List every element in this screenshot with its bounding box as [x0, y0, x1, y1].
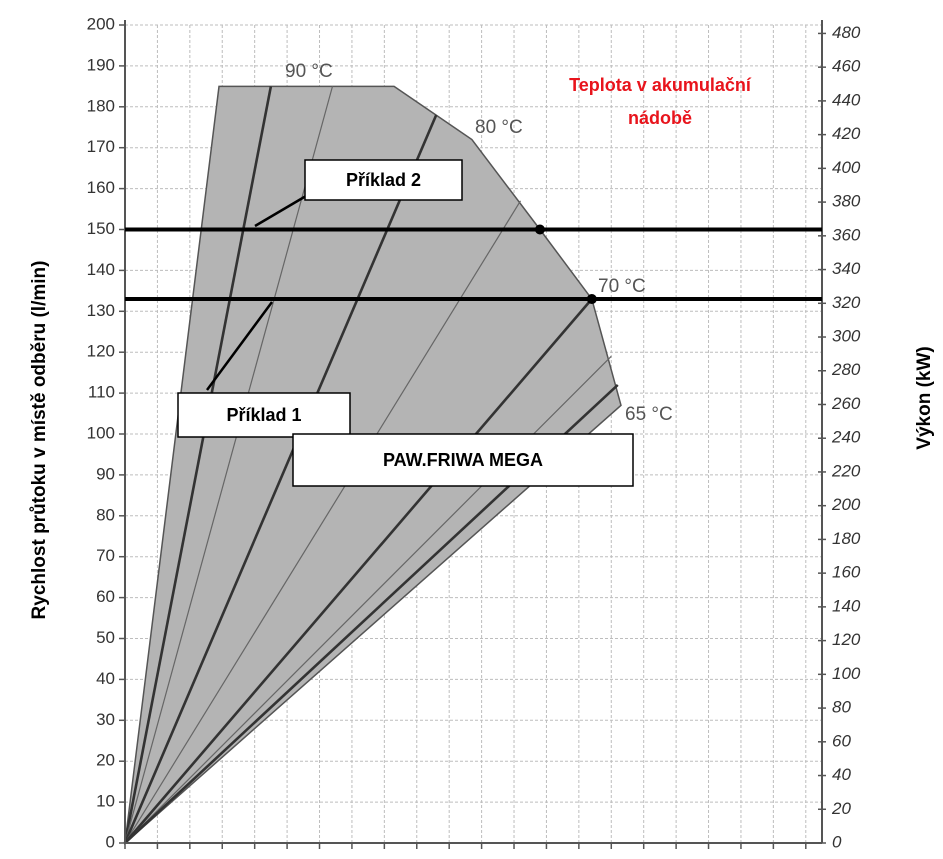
y2-tick-label: 220 — [831, 461, 861, 480]
y-tick-label: 20 — [96, 751, 115, 770]
temperature-label: 70 °C — [598, 276, 646, 297]
y2-tick-label: 420 — [832, 124, 861, 143]
y2-tick-label: 340 — [832, 259, 861, 278]
y2-tick-label: 180 — [832, 529, 861, 548]
y2-tick-label: 460 — [832, 57, 861, 76]
y-tick-label: 70 — [96, 546, 115, 565]
y-tick-label: 140 — [87, 260, 115, 279]
leader-line — [254, 194, 307, 228]
temperature-line — [124, 86, 334, 844]
product-box — [292, 433, 634, 487]
y-tick-label: 100 — [87, 423, 115, 442]
y-axis-label: Rychlost průtoku v místě odběru (l/min) — [29, 261, 50, 620]
temperature-label: 65 °C — [625, 404, 673, 425]
temperature-label: 80 °C — [475, 117, 523, 138]
intersection-point — [534, 224, 545, 235]
temperature-label: 90 °C — [285, 61, 333, 82]
y-tick-label: 0 — [106, 832, 115, 851]
y-tick-label: 190 — [87, 55, 115, 74]
example-box — [304, 159, 463, 201]
y2-tick-label: 160 — [832, 563, 861, 582]
product-label: PAW.FRIWA MEGA — [383, 450, 543, 470]
y-tick-label: 110 — [88, 383, 115, 402]
y2-tick-label: 60 — [832, 731, 851, 750]
example-label: Příklad 1 — [226, 405, 301, 425]
y-tick-label: 40 — [96, 669, 115, 688]
y2-tick-label: 360 — [832, 225, 861, 244]
y-tick-label: 50 — [96, 628, 115, 647]
y2-tick-label: 120 — [832, 630, 861, 649]
y2-tick-label: 280 — [831, 360, 861, 379]
example-box — [177, 392, 351, 438]
y2-tick-label: 100 — [832, 664, 861, 683]
y2-tick-label: 320 — [832, 293, 861, 312]
y2-tick-label: 40 — [832, 765, 851, 784]
y-tick-label: 80 — [96, 505, 115, 524]
y-tick-label: 60 — [96, 587, 115, 606]
y2-tick-label: 20 — [831, 799, 851, 818]
y-tick-label: 170 — [87, 137, 115, 156]
y2-tick-label: 240 — [831, 428, 861, 447]
y2-tick-label: 140 — [832, 596, 861, 615]
y-tick-label: 180 — [87, 96, 115, 115]
annotation: Teplota v akumulační — [569, 75, 752, 95]
y2-tick-label: 440 — [832, 90, 861, 109]
intersection-point — [586, 294, 597, 305]
y-tick-label: 120 — [87, 342, 115, 361]
y2-tick-label: 300 — [832, 327, 861, 346]
y2-tick-label: 200 — [831, 495, 861, 514]
y-tick-label: 200 — [87, 14, 115, 33]
y2-tick-label: 480 — [832, 23, 861, 42]
y2-tick-label: 0 — [832, 832, 842, 851]
y-tick-label: 160 — [87, 178, 115, 197]
temperature-line — [124, 200, 522, 844]
y2-tick-label: 380 — [832, 192, 861, 211]
y-tick-label: 10 — [96, 792, 115, 811]
y2-tick-label: 80 — [832, 698, 851, 717]
y2-tick-label: 260 — [831, 394, 861, 413]
temperature-line — [123, 86, 273, 844]
y2-axis-label: Výkon (kW) — [914, 346, 935, 449]
annotation: nádobě — [628, 108, 692, 128]
y-tick-label: 30 — [96, 710, 115, 729]
example-label: Příklad 2 — [346, 170, 421, 190]
y-tick-label: 150 — [87, 219, 115, 238]
y2-tick-label: 400 — [832, 158, 861, 177]
y-tick-label: 90 — [96, 464, 115, 483]
y-tick-label: 130 — [87, 301, 115, 320]
leader-line — [205, 301, 274, 391]
temperature-line — [123, 114, 438, 844]
temperature-line — [124, 298, 593, 844]
